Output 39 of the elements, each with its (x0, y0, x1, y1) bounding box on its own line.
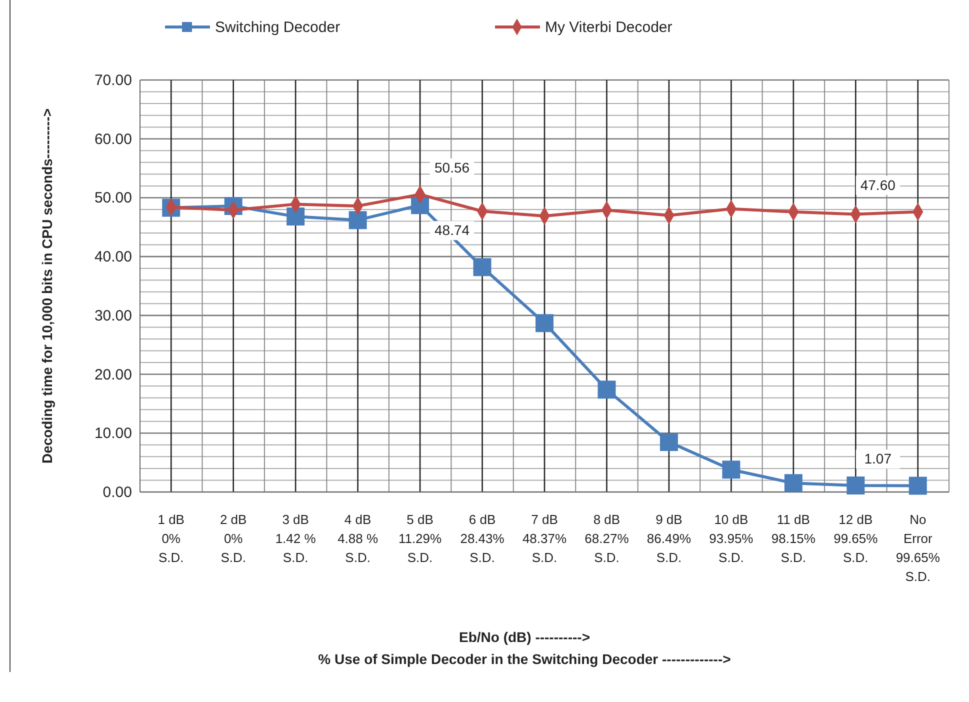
x-axis-title: Eb/No (dB) ----------> % Use of Simple Decoder in the Switching Decoder -------------> (318, 629, 731, 667)
point (348, 211, 367, 230)
x-tick-label: 4 dB 4.88 % S.D. (338, 512, 378, 565)
x-tick-label: 9 dB 86.49% S.D. (646, 512, 692, 565)
x-tick-label: 3 dB 1.42 % S.D. (275, 512, 316, 565)
y-tick-label: 70.00 (94, 72, 132, 89)
data-label: 48.74 (434, 222, 470, 238)
point (598, 380, 616, 399)
point (722, 460, 740, 479)
x-tick-label: 7 dB 48.37% S.D. (522, 512, 567, 565)
y-tick-label: 0.00 (102, 484, 132, 501)
x-tick-label: 12 dB 99.65% S.D. (834, 512, 878, 565)
data-label: 47.60 (860, 176, 896, 193)
point (473, 258, 492, 276)
point (536, 314, 554, 332)
x-tick-label: 11 dB 98.15% S.D. (771, 512, 816, 565)
point (846, 476, 865, 495)
legend-label: My Viterbi Decoder (545, 19, 672, 36)
x-tick-label: 1 dB 0% S.D. (158, 512, 184, 565)
x-tick-label: 8 dB 68.27% S.D. (584, 512, 630, 565)
x-tick-label: 2 dB 0% S.D. (220, 512, 247, 565)
data-label: 50.56 (434, 159, 470, 176)
x-tick-label: 10 dB 93.95% S.D. (709, 512, 754, 565)
y-axis-title: Decoding time for 10,000 bits in CPU seconds---------> (39, 108, 55, 464)
y-tick-label: 50.00 (94, 190, 132, 207)
legend-label: Switching Decoder (215, 19, 340, 36)
y-tick-label: 10.00 (94, 425, 132, 442)
point (784, 474, 802, 492)
x-tick-label: 6 dB 28.43% S.D. (460, 512, 505, 565)
y-tick-label: 60.00 (94, 130, 132, 148)
data-label: 1.07 (864, 450, 892, 467)
y-tick-label: 30.00 (94, 307, 132, 324)
x-tick-label: 5 dB 11.29% S.D. (398, 512, 442, 565)
point (660, 432, 678, 451)
x-tick-label: No Error 99.65% S.D. (896, 512, 940, 584)
point (908, 476, 927, 495)
point (286, 208, 305, 226)
y-tick-label: 40.00 (94, 248, 132, 266)
y-tick-label: 20.00 (94, 366, 132, 384)
